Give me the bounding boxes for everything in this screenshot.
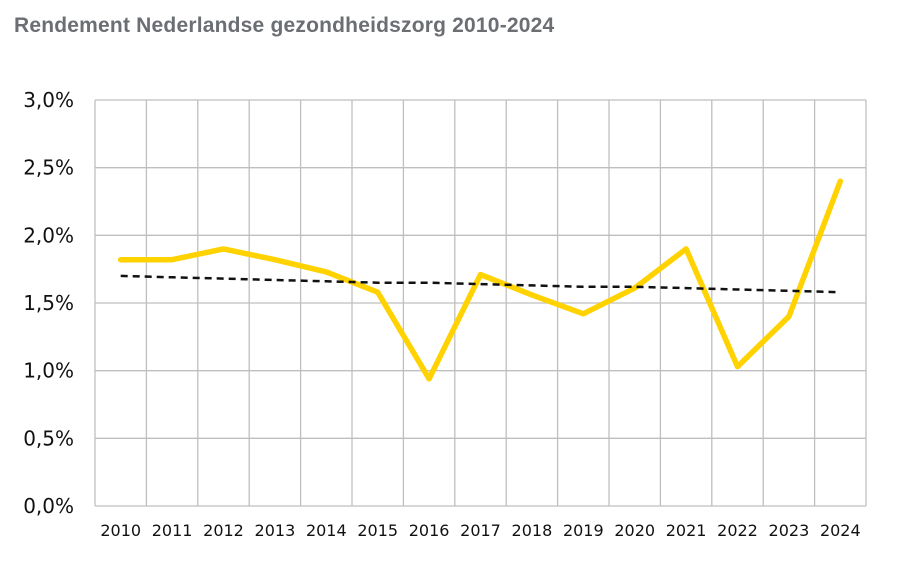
x-tick-label: 2014 <box>306 521 347 540</box>
chart-title: Rendement Nederlandse gezondheidszorg 20… <box>14 14 555 37</box>
x-tick-label: 2022 <box>717 521 758 540</box>
y-tick-label: 1,5% <box>23 291 74 315</box>
x-tick-label: 2015 <box>357 521 398 540</box>
y-tick-label: 2,0% <box>23 223 74 247</box>
rendement-line <box>117 178 844 382</box>
grid-lines <box>94 99 867 507</box>
y-tick-label: 3,0% <box>23 88 74 112</box>
x-tick-label: 2016 <box>409 521 450 540</box>
x-tick-label: 2017 <box>460 521 501 540</box>
x-tick-label: 2024 <box>820 521 861 540</box>
series-lines <box>117 178 844 382</box>
x-tick-label: 2010 <box>100 521 141 540</box>
x-tick-label: 2021 <box>666 521 707 540</box>
y-tick-label: 0,5% <box>23 426 74 450</box>
y-tick-label: 2,5% <box>23 156 74 180</box>
x-tick-label: 2020 <box>614 521 655 540</box>
y-tick-label: 0,0% <box>23 494 74 518</box>
x-tick-label: 2012 <box>203 521 244 540</box>
x-tick-label: 2013 <box>255 521 296 540</box>
x-tick-label: 2018 <box>512 521 553 540</box>
x-axis-tick-labels: 2010 2011 2012 2013 2014 2015 2016 2017 2018 2019… <box>100 521 860 540</box>
y-tick-label: 1,0% <box>23 359 74 383</box>
x-tick-label: 2023 <box>769 521 810 540</box>
x-tick-label: 2019 <box>563 521 604 540</box>
x-tick-label: 2011 <box>152 521 193 540</box>
y-axis-tick-labels: 0,0% 0,5% 1,0% 1,5% 2,0% 2,5% 3,0% <box>23 88 74 518</box>
